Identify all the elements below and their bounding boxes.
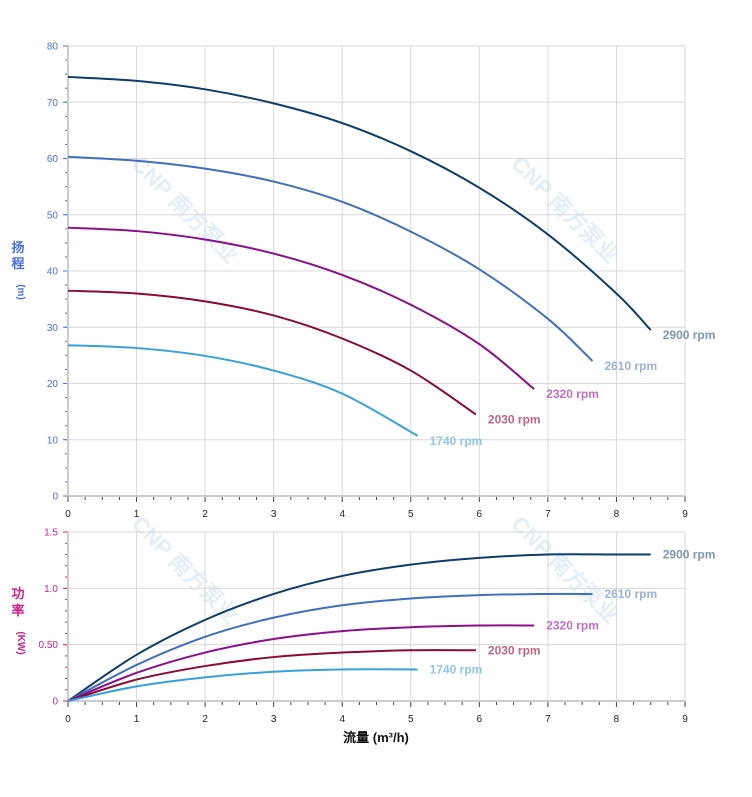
x-tick-label: 8 <box>614 714 620 725</box>
x-tick-label: 1 <box>134 714 140 725</box>
x-tick-label: 3 <box>271 509 277 520</box>
series-label: 2320 rpm <box>546 387 599 401</box>
watermark-logo: CNP 南方泵业 <box>507 511 624 628</box>
series-line-2610-rpm <box>67 592 593 702</box>
x-tick-label: 2 <box>202 714 208 725</box>
y-tick-label: 20 <box>47 379 59 390</box>
y-tick-label: 0.50 <box>39 640 59 651</box>
series-line-2610-rpm <box>67 155 594 362</box>
series-label: 2030 rpm <box>488 412 541 426</box>
y-tick-label: 80 <box>47 42 59 53</box>
watermark-logo: CNP 南方泵业 <box>127 151 244 268</box>
y-axis-label-char: 功 <box>11 586 24 601</box>
x-tick-label: 6 <box>477 714 483 725</box>
watermark-logo: CNP 南方泵业 <box>507 151 624 268</box>
y-axis-label-char: 程 <box>11 256 24 271</box>
y-tick-label: 40 <box>47 267 59 278</box>
x-tick-label: 8 <box>614 509 620 520</box>
series-line-2900-rpm <box>67 553 651 702</box>
y-tick-label: 60 <box>47 154 59 165</box>
series-label: 2320 rpm <box>546 619 599 633</box>
y-tick-label: 0 <box>52 697 58 708</box>
x-tick-label: 7 <box>545 714 551 725</box>
series-line-1740-rpm <box>67 344 419 437</box>
x-tick-label: 9 <box>682 509 688 520</box>
y-axis-label-unit: (KW) <box>15 631 26 654</box>
x-tick-label: 5 <box>408 714 414 725</box>
series-label: 2900 rpm <box>663 328 716 342</box>
series-label: 2610 rpm <box>604 359 657 373</box>
x-tick-label: 0 <box>65 714 71 725</box>
x-tick-label: 5 <box>408 509 414 520</box>
series-line-2320-rpm <box>67 624 535 702</box>
x-tick-label: 0 <box>65 509 71 520</box>
x-tick-label: 9 <box>682 714 688 725</box>
x-tick-label: 7 <box>545 509 551 520</box>
y-tick-label: 0 <box>52 492 58 503</box>
series-line-2900-rpm <box>67 75 652 331</box>
x-tick-label: 4 <box>339 509 345 520</box>
x-axis-label: 流量 (m³/h) <box>343 730 409 745</box>
x-tick-label: 3 <box>271 714 277 725</box>
x-tick-label: 1 <box>134 509 140 520</box>
y-tick-label: 50 <box>47 210 59 221</box>
y-tick-label: 1.5 <box>44 528 58 539</box>
x-tick-label: 4 <box>339 714 345 725</box>
series-line-1740-rpm <box>67 668 418 702</box>
y-tick-label: 70 <box>47 98 59 109</box>
head-chart: 0 1 2 3 4 5 6 7 8 9 0 10 20 30 40 50 60 70 80 扬程 (m) 2900 rpm… <box>11 42 715 521</box>
y-tick-label: 30 <box>47 323 59 334</box>
series-label: 1740 rpm <box>430 434 483 448</box>
series-label: 1740 rpm <box>430 662 483 676</box>
series-line-2030-rpm <box>67 289 477 416</box>
y-axis-label-char: 率 <box>11 603 24 618</box>
power-chart: 0 1 2 3 4 5 6 7 8 9 0 0.50 1.0 1.5 功率 (KW) 流量 (m³/h) 2900… <box>11 528 715 746</box>
y-axis-label-char: 扬 <box>11 240 24 255</box>
series-label: 2900 rpm <box>663 548 716 562</box>
series-line-2030-rpm <box>67 649 476 702</box>
x-tick-label: 6 <box>477 509 483 520</box>
y-tick-label: 1.0 <box>44 584 58 595</box>
x-tick-label: 2 <box>202 509 208 520</box>
series-label: 2610 rpm <box>604 587 657 601</box>
y-tick-label: 10 <box>47 435 59 446</box>
series-label: 2030 rpm <box>488 643 541 657</box>
y-axis-label-unit: (m) <box>15 284 26 300</box>
series-line-2320-rpm <box>67 226 535 390</box>
